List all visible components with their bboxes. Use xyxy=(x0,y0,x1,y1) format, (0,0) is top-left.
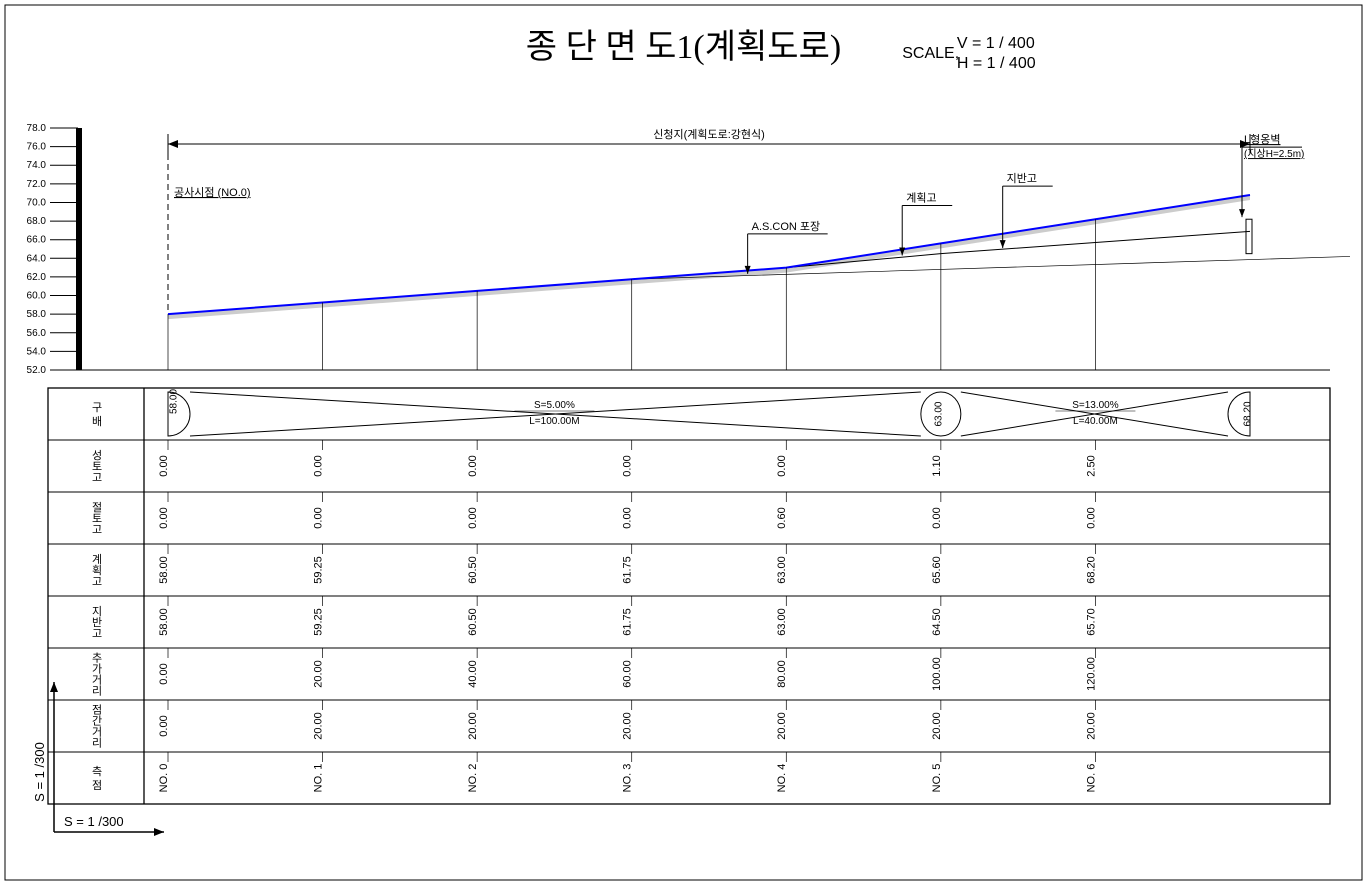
table-value: 60.50 xyxy=(467,556,479,584)
row-label: 측 점 xyxy=(90,765,102,790)
grade-node-val: 58.00 xyxy=(169,389,180,414)
wall-label2: (지상H=2.5m) xyxy=(1244,148,1304,160)
table-value: 65.70 xyxy=(1085,608,1097,636)
table-value: 58.00 xyxy=(158,556,170,584)
table-value: 60.00 xyxy=(622,660,634,688)
table-value: NO. 4 xyxy=(776,764,788,793)
table-value: 20.00 xyxy=(931,712,943,740)
table-value: 0.00 xyxy=(158,663,170,684)
table-value: 120.00 xyxy=(1085,657,1097,691)
table-value: 20.00 xyxy=(467,712,479,740)
row-label: 지반고 xyxy=(90,605,102,638)
ground-elev-label: 지반고 xyxy=(1007,172,1037,185)
scale-h: H = 1 / 400 xyxy=(957,55,1036,72)
plan-elev-label: 계획고 xyxy=(906,192,936,205)
y-tick-label: 66.0 xyxy=(27,235,47,246)
table-value: 20.00 xyxy=(312,660,324,688)
footer-scale-h: S = 1 /300 xyxy=(64,814,124,829)
y-axis-bar xyxy=(76,128,82,370)
table-value: 0.00 xyxy=(622,507,634,528)
row-label: 계획고 xyxy=(90,553,102,586)
table-value: 59.25 xyxy=(312,608,324,636)
table-value: 61.75 xyxy=(622,608,634,636)
y-tick-label: 70.0 xyxy=(27,197,47,208)
grade-l: L=100.00M xyxy=(529,416,579,427)
table-value: 0.00 xyxy=(158,507,170,528)
table-value: 64.50 xyxy=(931,608,943,636)
ascon-label: A.S.CON 포장 xyxy=(752,220,821,233)
y-tick-label: 68.0 xyxy=(27,216,47,227)
grade-s: S=5.00% xyxy=(534,400,575,411)
grade-l: L=40.00M xyxy=(1073,416,1118,427)
table-value: 61.75 xyxy=(622,556,634,584)
table-value: 40.00 xyxy=(467,660,479,688)
table-value: 100.00 xyxy=(931,657,943,691)
table-value: 0.00 xyxy=(158,715,170,736)
table-value: 0.00 xyxy=(622,455,634,476)
row-label: 성토고 xyxy=(90,449,102,482)
table-value: 20.00 xyxy=(622,712,634,740)
table-value: 0.00 xyxy=(312,507,324,528)
table-value: 60.50 xyxy=(467,608,479,636)
table-value: 59.25 xyxy=(312,556,324,584)
wall-label: L형옹벽 xyxy=(1244,133,1280,146)
table-value: 0.00 xyxy=(158,455,170,476)
pavement-band xyxy=(168,195,1250,319)
y-tick-label: 54.0 xyxy=(27,346,47,357)
plan-line xyxy=(168,195,1250,314)
y-tick-label: 78.0 xyxy=(27,123,47,134)
y-tick-label: 64.0 xyxy=(27,253,47,264)
table-value: 68.20 xyxy=(1085,556,1097,584)
table-value: 0.00 xyxy=(312,455,324,476)
table-value: 0.00 xyxy=(931,507,943,528)
table-value: NO. 2 xyxy=(467,764,479,793)
table-value: NO. 3 xyxy=(622,764,634,793)
row-label: 절토고 xyxy=(90,501,102,534)
table-value: 20.00 xyxy=(312,712,324,740)
y-tick-label: 62.0 xyxy=(27,272,47,283)
y-tick-label: 76.0 xyxy=(27,142,47,153)
table-value: 1.10 xyxy=(931,455,943,476)
y-tick-label: 74.0 xyxy=(27,160,47,171)
y-tick-label: 60.0 xyxy=(27,291,47,302)
y-tick-label: 56.0 xyxy=(27,328,47,339)
table-value: 0.00 xyxy=(1085,507,1097,528)
table-value: 0.00 xyxy=(776,455,788,476)
table-value: NO. 0 xyxy=(158,764,170,793)
extent-label: 신청지(계획도로:강현식) xyxy=(653,128,765,141)
scale-label: SCALE, xyxy=(902,45,959,62)
table-value: NO. 5 xyxy=(931,764,943,793)
table-value: 58.00 xyxy=(158,608,170,636)
table-value: 0.00 xyxy=(467,507,479,528)
table-value: 2.50 xyxy=(1085,455,1097,476)
title: 종 단 면 도1(계획도로) xyxy=(526,29,841,66)
y-tick-label: 58.0 xyxy=(27,309,47,320)
table-value: 20.00 xyxy=(1085,712,1097,740)
footer-scale-v: S = 1 /300 xyxy=(32,742,47,802)
row-label: 점간거리 xyxy=(90,704,102,748)
table-value: 63.00 xyxy=(776,608,788,636)
row-label-grade: 구 배 xyxy=(90,401,102,426)
row-label: 추가거리 xyxy=(90,652,102,696)
profile-drawing: 종 단 면 도1(계획도로) SCALE,V = 1 / 400 H = 1 / 4… xyxy=(0,0,1367,885)
start-label: 공사시점 (NO.0) xyxy=(174,186,251,199)
table-value: 80.00 xyxy=(776,660,788,688)
scale-v: V = 1 / 400 xyxy=(957,35,1035,52)
table-value: 0.60 xyxy=(776,507,788,528)
y-tick-label: 72.0 xyxy=(27,179,47,190)
table-value: 63.00 xyxy=(776,556,788,584)
y-tick-label: 52.0 xyxy=(27,365,47,376)
table-value: 65.60 xyxy=(931,556,943,584)
grade-node-val: 63.00 xyxy=(933,401,944,426)
table-value: NO. 1 xyxy=(312,764,324,793)
table-value: NO. 6 xyxy=(1085,764,1097,793)
table-value: 20.00 xyxy=(776,712,788,740)
table-value: 0.00 xyxy=(467,455,479,476)
grade-node-val: 68.20 xyxy=(1243,401,1254,426)
grade-s: S=13.00% xyxy=(1072,400,1119,411)
